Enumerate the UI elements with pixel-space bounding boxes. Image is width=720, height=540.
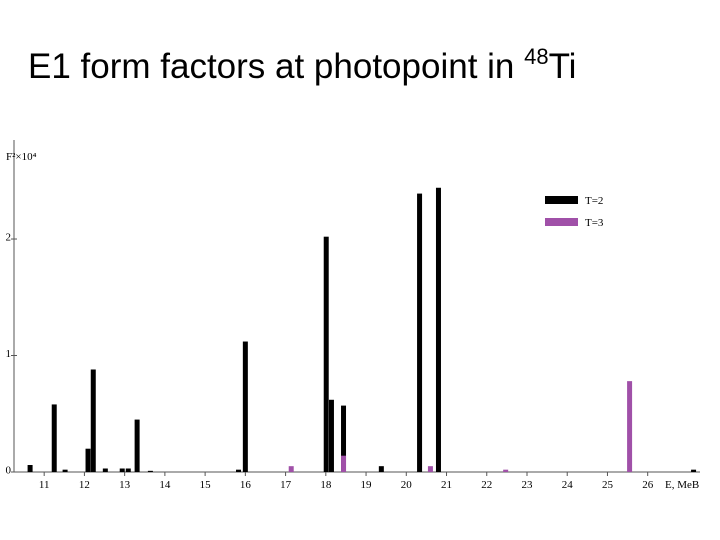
x-tick-label: 19 [361, 479, 373, 491]
bar [378, 466, 384, 472]
bar [328, 399, 334, 472]
x-tick-label: 21 [441, 479, 452, 491]
x-tick-label: 12 [79, 479, 90, 491]
bar [341, 405, 347, 472]
x-tick-label: 22 [481, 479, 492, 491]
bar [427, 466, 433, 472]
bar [62, 469, 68, 472]
bar [134, 419, 140, 472]
bar [323, 236, 329, 472]
x-axis-label: E, MeB [665, 479, 699, 491]
x-tick-label: 15 [200, 479, 212, 491]
legend-swatch [545, 218, 578, 226]
slide-title: E1 form factors at photopoint in 48Ti [28, 44, 576, 87]
bar [90, 369, 96, 472]
title-text: Ti [548, 47, 577, 86]
bar [435, 187, 441, 472]
x-tick-label: 18 [320, 479, 332, 491]
bar [85, 448, 91, 472]
bar [51, 404, 57, 472]
bar [288, 466, 294, 472]
bar [27, 465, 33, 472]
legend-label: T=2 [585, 195, 603, 207]
x-tick-label: 17 [280, 479, 292, 491]
y-tick-label: 2 [6, 232, 12, 244]
x-tick-label: 16 [240, 479, 252, 491]
bar [147, 470, 153, 472]
x-tick-label: 25 [602, 479, 614, 491]
x-tick-label: 23 [521, 479, 533, 491]
bar [125, 468, 131, 472]
x-tick-label: 26 [642, 479, 654, 491]
legend-swatch [545, 196, 578, 204]
y-tick-label: 0 [6, 465, 12, 477]
bar [417, 193, 423, 472]
bar [627, 381, 633, 472]
bar [102, 468, 108, 472]
y-axis-label: F²×10⁴ [6, 151, 37, 163]
bar [119, 468, 125, 472]
title-text: E1 form factors at photopoint in [28, 47, 525, 86]
x-tick-label: 24 [562, 479, 574, 491]
bar [341, 455, 347, 472]
x-tick-label: 13 [119, 479, 131, 491]
bar [691, 469, 697, 472]
bar [242, 341, 248, 472]
bar [503, 469, 509, 472]
bar [236, 469, 242, 472]
y-tick-label: 1 [6, 348, 12, 360]
x-tick-label: 20 [401, 479, 413, 491]
x-tick-label: 14 [159, 479, 171, 491]
legend-label: T=3 [585, 217, 604, 229]
title-superscript: 48 [524, 44, 549, 69]
x-tick-label: 11 [39, 479, 50, 491]
